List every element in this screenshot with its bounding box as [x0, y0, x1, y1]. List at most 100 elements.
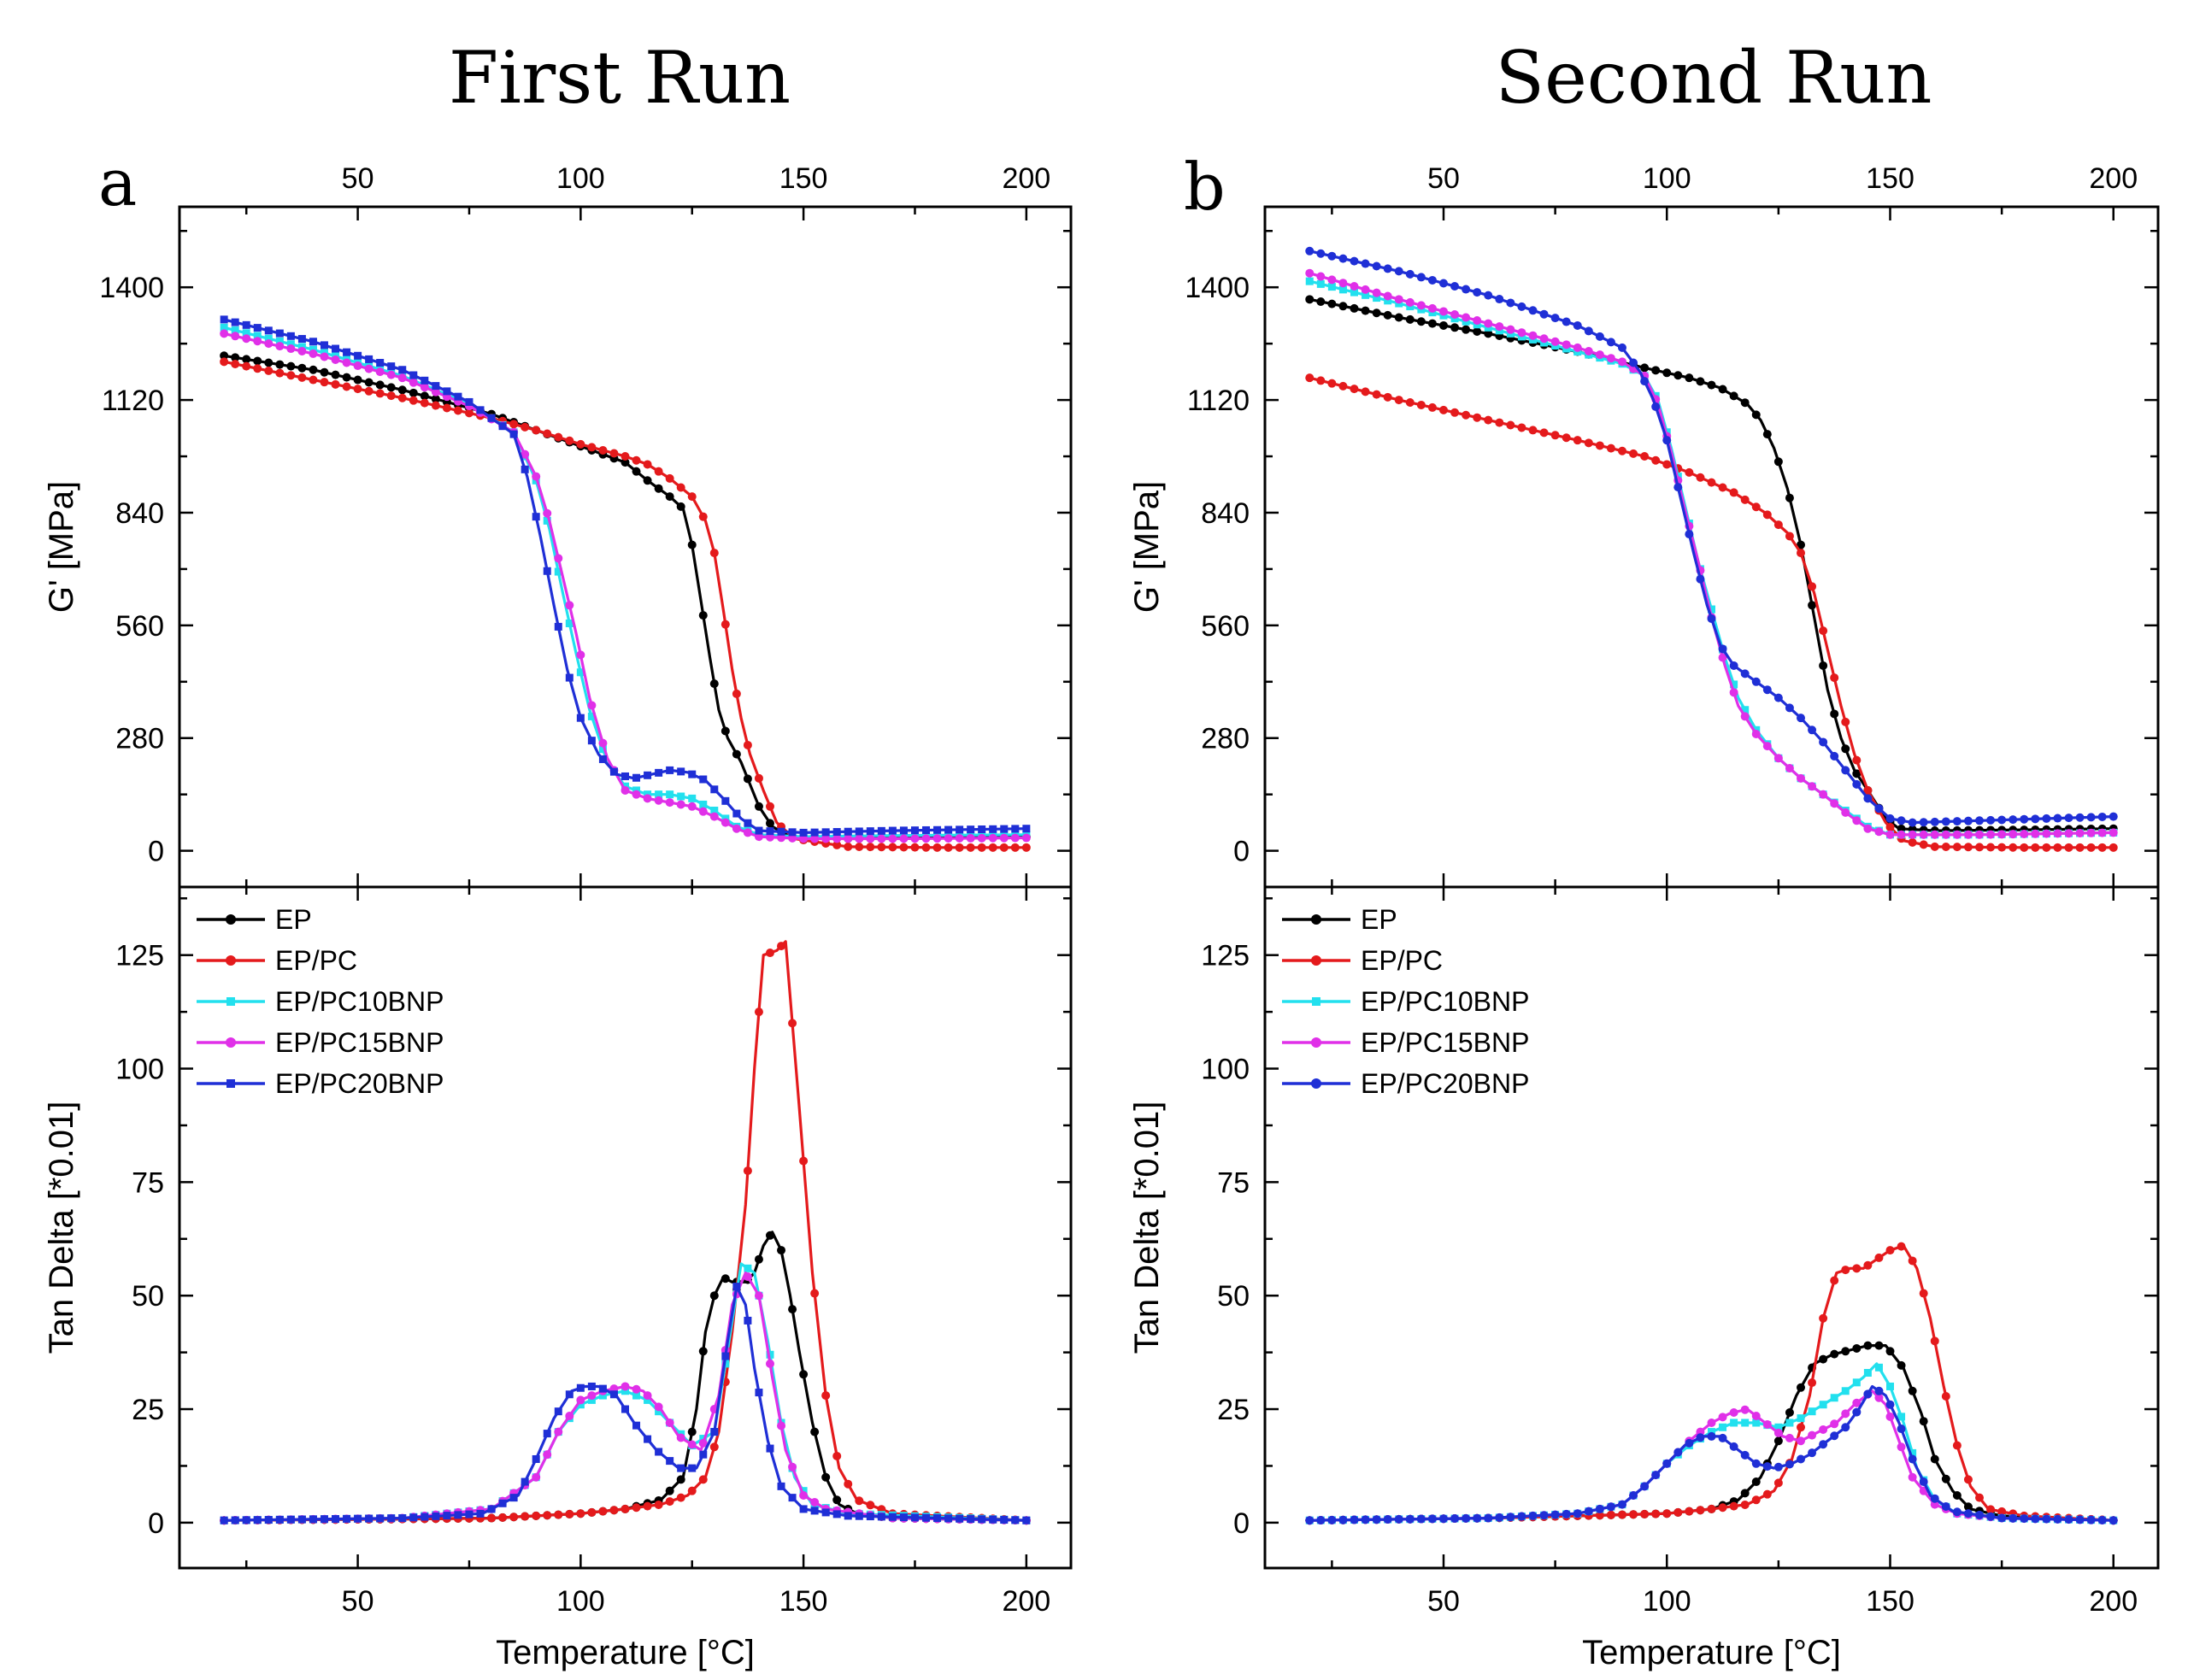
- bottom-series-point-3: [554, 1427, 563, 1436]
- top-series-point-3: [1852, 816, 1862, 825]
- top-series-point-4: [621, 772, 629, 780]
- top-series-point-0: [1740, 398, 1750, 408]
- top-series-point-4: [1662, 436, 1672, 445]
- bottom-series-point-0: [1863, 1341, 1873, 1350]
- bottom-series-point-4: [231, 1516, 239, 1524]
- bottom-series-point-0: [821, 1472, 831, 1482]
- bottom-series-point-4: [699, 1450, 708, 1459]
- bottom-series-point-1: [1797, 1423, 1805, 1432]
- top-series-point-4: [532, 513, 540, 521]
- legend-label: EP: [1361, 904, 1397, 935]
- x-tick-label-bottom: 50: [342, 1585, 374, 1618]
- top-series-point-0: [342, 373, 351, 382]
- bottom-series-point-4: [309, 1515, 317, 1524]
- bottom-series-point-1: [821, 1391, 831, 1401]
- top-series-point-3: [899, 834, 909, 843]
- top-series-point-1: [921, 843, 931, 852]
- top-series-point-1: [1573, 436, 1582, 445]
- top-series-point-0: [220, 351, 229, 361]
- top-series-point-3: [1773, 754, 1783, 763]
- bottom-series-point-3: [765, 1359, 774, 1368]
- top-series-point-1: [1305, 373, 1315, 383]
- top-series-point-1: [609, 449, 619, 458]
- top-series-point-4: [655, 768, 663, 777]
- top-series-point-1: [632, 455, 641, 465]
- top-series-point-4: [598, 755, 607, 763]
- top-series-point-1: [397, 393, 407, 402]
- top-series-point-4: [677, 767, 685, 776]
- bottom-series-point-3: [1819, 1424, 1828, 1434]
- bottom-series-point-1: [1718, 1503, 1727, 1513]
- top-series-point-2: [253, 332, 262, 340]
- top-series-point-4: [1383, 264, 1392, 273]
- top-series-point-0: [1338, 302, 1348, 311]
- bottom-series-point-4: [465, 1510, 473, 1518]
- bottom-series-point-1: [509, 1513, 519, 1522]
- bottom-series-point-1: [1997, 1507, 2007, 1516]
- top-series-point-2: [554, 567, 562, 576]
- top-series-point-4: [1462, 285, 1471, 294]
- top-series-point-0: [1718, 385, 1727, 394]
- bottom-series-point-0: [676, 1475, 685, 1484]
- bottom-series-point-0: [1908, 1386, 1917, 1395]
- top-series-point-0: [1785, 493, 1794, 502]
- y-axis-label-top: G' [MPa]: [1128, 481, 1166, 613]
- top-series-point-3: [375, 367, 385, 377]
- bottom-series-point-4: [1022, 1516, 1031, 1524]
- bottom-series-point-4: [721, 1352, 730, 1360]
- top-series-point-4: [810, 828, 819, 837]
- top-series-point-3: [1562, 340, 1571, 350]
- top-series-point-4: [855, 827, 863, 836]
- top-series-point-4: [1550, 314, 1560, 323]
- bottom-series-point-4: [1562, 1509, 1571, 1518]
- top-series-point-3: [275, 342, 285, 351]
- top-series-point-1: [1021, 843, 1031, 852]
- top-series-line-2: [223, 326, 1026, 838]
- top-series-point-1: [1462, 410, 1471, 420]
- top-series-point-3: [1606, 354, 1615, 363]
- top-series-point-1: [832, 840, 842, 849]
- legend-swatch-marker: [1312, 997, 1320, 1006]
- bottom-series-point-4: [521, 1477, 529, 1486]
- top-series-point-3: [1462, 313, 1471, 322]
- bottom-series-point-4: [332, 1515, 340, 1524]
- legend-label: EP/PC10BNP: [1361, 986, 1529, 1017]
- bottom-series-point-0: [1852, 1343, 1862, 1353]
- bottom-series-point-4: [1863, 1389, 1873, 1399]
- top-series-point-3: [598, 738, 608, 748]
- top-series-point-4: [432, 382, 440, 391]
- top-series-point-1: [855, 843, 864, 852]
- bottom-series-point-3: [643, 1391, 652, 1401]
- bottom-series-point-1: [1841, 1266, 1850, 1275]
- top-series-point-1: [1606, 443, 1615, 453]
- top-series-point-1: [1010, 843, 1020, 852]
- bottom-series-point-4: [1718, 1433, 1727, 1442]
- top-series-point-3: [977, 833, 986, 843]
- x-tick-label-top: 200: [1002, 162, 1050, 195]
- top-series-line-0: [1309, 297, 2114, 832]
- bottom-series-point-2: [1897, 1413, 1906, 1421]
- top-series-point-2: [1305, 277, 1314, 285]
- bottom-series-point-4: [1662, 1459, 1672, 1468]
- top-series-point-1: [1528, 426, 1538, 435]
- y-tick-label-top: 1120: [1187, 385, 1250, 417]
- top-series-point-2: [1327, 283, 1336, 291]
- bottom-series-point-2: [621, 1387, 629, 1395]
- bottom-series-point-4: [1819, 1440, 1828, 1449]
- top-series-point-3: [409, 378, 418, 387]
- legend-swatch-marker: [1311, 914, 1321, 925]
- bottom-series-point-2: [587, 1395, 596, 1404]
- top-series-point-4: [320, 341, 328, 350]
- bottom-series-point-1: [1986, 1505, 1996, 1514]
- top-series-point-4: [609, 767, 618, 776]
- top-series-point-4: [1997, 815, 2007, 825]
- top-series-point-0: [286, 361, 296, 371]
- legend-swatch-marker: [226, 955, 236, 966]
- top-series-point-1: [932, 843, 942, 852]
- bottom-series-point-4: [554, 1407, 562, 1416]
- bottom-series-point-4: [1327, 1515, 1337, 1524]
- top-series-point-0: [732, 749, 741, 759]
- bottom-series-point-1: [866, 1501, 875, 1510]
- bottom-series-point-4: [343, 1514, 351, 1523]
- bottom-series-point-0: [1785, 1408, 1794, 1418]
